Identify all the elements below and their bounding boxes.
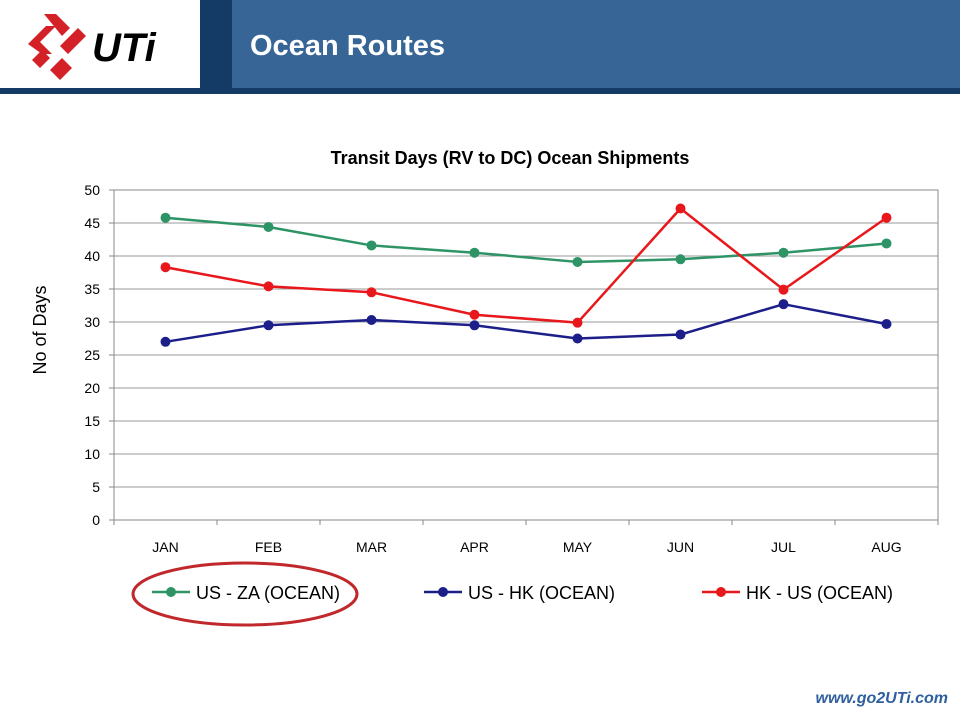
data-point	[572, 333, 583, 344]
y-tick-label: 15	[84, 413, 100, 429]
y-tick-label: 25	[84, 347, 100, 363]
uti-logo-icon: UTi	[28, 14, 157, 80]
series-line	[165, 302, 887, 344]
series-2	[160, 203, 892, 328]
x-tick-label: MAR	[356, 539, 387, 555]
series-layer	[160, 203, 892, 347]
x-axis-ticks: JAN FEB MAR APR MAY JUN JUL AUG	[113, 520, 939, 555]
legend-marker	[716, 587, 726, 597]
x-tick-label: JUL	[771, 539, 796, 555]
x-tick-label: AUG	[871, 539, 901, 555]
legend-label: US - HK (OCEAN)	[468, 583, 615, 603]
data-point	[263, 281, 274, 292]
series-line	[165, 207, 888, 324]
data-point	[366, 240, 377, 251]
y-tick-label: 20	[84, 380, 100, 396]
data-point	[572, 256, 583, 267]
y-tick-label: 10	[84, 446, 100, 462]
x-tick-label: JAN	[152, 539, 178, 555]
data-point	[263, 221, 274, 232]
header: UTi Ocean Routes	[0, 0, 960, 94]
data-point	[160, 336, 171, 347]
y-tick-label: 30	[84, 314, 100, 330]
series-0	[160, 212, 892, 267]
data-point	[366, 287, 377, 298]
data-point	[881, 238, 892, 249]
legend-label: US - ZA (OCEAN)	[196, 583, 340, 603]
y-tick-label: 5	[92, 479, 100, 495]
data-point	[675, 203, 686, 214]
series-1	[160, 299, 892, 347]
legend-item: HK - US (OCEAN)	[702, 583, 893, 603]
x-tick-label: FEB	[255, 539, 282, 555]
legend-item: US - HK (OCEAN)	[424, 583, 615, 603]
y-tick-label: 0	[92, 512, 100, 528]
title-bar	[232, 0, 960, 90]
y-tick-label: 35	[84, 281, 100, 297]
header-underline	[0, 88, 960, 94]
data-point	[469, 247, 480, 258]
data-point	[469, 309, 480, 320]
chart-grid	[114, 222, 938, 488]
legend-marker	[438, 587, 448, 597]
y-axis-ticks: 0 5 10 15 20 25 30 35 40 45 50	[84, 182, 114, 528]
footer-url[interactable]: www.go2UTi.com	[815, 690, 948, 707]
data-point	[881, 212, 892, 223]
legend: US - ZA (OCEAN) US - HK (OCEAN) HK - US (O…	[152, 583, 893, 603]
page-title: Ocean Routes	[250, 30, 445, 62]
header-separator	[200, 0, 232, 90]
y-tick-label: 45	[84, 215, 100, 231]
highlight-ellipse	[131, 561, 359, 627]
data-point	[675, 254, 686, 265]
series-line	[165, 216, 887, 264]
legend-item: US - ZA (OCEAN)	[152, 583, 340, 603]
data-point	[366, 315, 377, 326]
data-point	[675, 329, 686, 340]
y-tick-label: 40	[84, 248, 100, 264]
x-tick-label: MAY	[563, 539, 593, 555]
data-point	[160, 262, 171, 273]
legend-marker	[166, 587, 176, 597]
x-tick-label: APR	[460, 539, 489, 555]
uti-logo[interactable]: UTi	[0, 0, 200, 90]
data-point	[778, 299, 789, 310]
legend-label: HK - US (OCEAN)	[746, 583, 893, 603]
data-point	[572, 317, 583, 328]
y-axis-label: No of Days	[30, 285, 50, 374]
data-point	[881, 318, 892, 329]
logo-wordmark: UTi	[92, 26, 157, 70]
data-point	[160, 212, 171, 223]
data-point	[778, 247, 789, 258]
y-tick-label: 50	[84, 182, 100, 198]
x-tick-label: JUN	[667, 539, 694, 555]
data-point	[778, 284, 789, 295]
data-point	[469, 320, 480, 331]
chart-title: Transit Days (RV to DC) Ocean Shipments	[331, 148, 690, 168]
data-point	[263, 320, 274, 331]
